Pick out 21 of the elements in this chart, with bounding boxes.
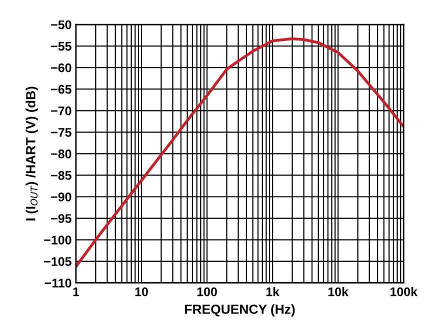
y-tick-label: −100 <box>44 236 72 244</box>
x-tick-label: 10k <box>328 287 349 296</box>
x-tick-label: 1 <box>73 287 80 296</box>
y-tick-label: −110 <box>44 278 72 288</box>
x-tick-label: 100 <box>197 287 217 296</box>
y-tick-label: −80 <box>51 149 72 158</box>
x-tick-label: 100k <box>390 287 418 296</box>
x-tick-label: 1k <box>266 287 280 296</box>
y-tick-label: −105 <box>44 257 72 266</box>
y-tick-label: −75 <box>51 128 72 137</box>
y-axis-title: I (I$_{OUT}$) /HART (V) (dB) <box>26 86 38 220</box>
y-tick-label: −95 <box>51 214 72 223</box>
y-tick-label: −50 <box>51 20 72 30</box>
y-tick-label: −65 <box>51 84 72 94</box>
y-tick-label: −55 <box>51 42 72 51</box>
x-axis-title: FREQUENCY (Hz) <box>185 304 295 317</box>
y-tick-label: −90 <box>51 192 72 202</box>
y-tick-label: −70 <box>51 106 72 116</box>
y-tick-label: −85 <box>51 171 72 180</box>
y-tick-label: −60 <box>51 63 72 72</box>
x-tick-label: 10 <box>135 287 148 296</box>
